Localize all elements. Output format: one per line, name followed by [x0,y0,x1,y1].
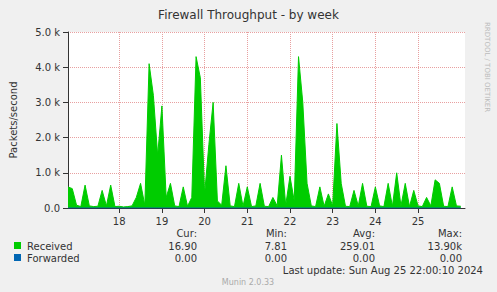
svg-text:4.0 k: 4.0 k [35,62,60,73]
svg-text:20: 20 [198,216,211,227]
svg-text:Packets/second: Packets/second [8,82,19,159]
svg-text:Munin 2.0.33: Munin 2.0.33 [222,278,274,287]
svg-text:0.00: 0.00 [265,253,287,264]
svg-text:5.0 k: 5.0 k [35,27,60,38]
svg-text:23: 23 [326,216,339,227]
svg-text:16.90: 16.90 [168,241,197,252]
svg-text:Cur:: Cur: [176,228,197,239]
svg-text:259.01: 259.01 [340,241,375,252]
svg-text:1.0 k: 1.0 k [35,167,60,178]
svg-text:0.00: 0.00 [353,253,375,264]
svg-text:0.0: 0.0 [44,203,60,214]
svg-text:0.00: 0.00 [440,253,462,264]
svg-text:25: 25 [412,216,425,227]
svg-text:0.00: 0.00 [175,253,197,264]
svg-text:Forwarded: Forwarded [27,253,80,264]
svg-text:19: 19 [156,216,169,227]
svg-text:18: 18 [113,216,126,227]
svg-text:3.0 k: 3.0 k [35,97,60,108]
svg-text:2.0 k: 2.0 k [35,132,60,143]
svg-text:22: 22 [284,216,297,227]
svg-text:7.81: 7.81 [265,241,287,252]
svg-text:13.90k: 13.90k [428,241,463,252]
svg-text:21: 21 [241,216,254,227]
svg-text:Avg:: Avg: [353,228,375,239]
svg-text:24: 24 [369,216,382,227]
svg-text:Received: Received [27,241,73,252]
svg-text:Max:: Max: [438,228,462,239]
svg-text:Min:: Min: [266,228,287,239]
svg-text:RRDTOOL / TOBI OETIKER: RRDTOOL / TOBI OETIKER [483,22,491,112]
svg-text:Last update: Sun Aug 25 22:00:: Last update: Sun Aug 25 22:00:10 2024 [283,265,483,276]
svg-text:Firewall Throughput - by week: Firewall Throughput - by week [158,8,339,22]
